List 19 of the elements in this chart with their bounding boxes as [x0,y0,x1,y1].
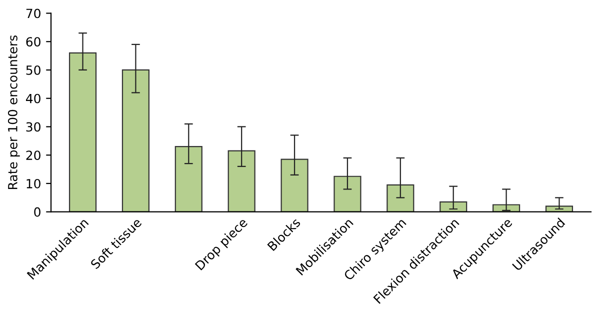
bar [386,184,414,212]
bar [440,201,468,212]
bar [280,158,308,212]
y-tick-label: 70 [26,8,40,18]
bar [545,206,574,212]
bar [174,146,202,212]
y-axis-title: Rate per 100 encounters [8,35,20,190]
bar [492,204,520,212]
y-tick-label: 20 [26,150,40,160]
y-tick-label: 50 [26,65,40,75]
bar [334,176,362,212]
bar [228,150,256,212]
y-tick-label: 0 [34,207,40,217]
y-tick-label: 30 [26,122,40,132]
y-tick-label: 40 [26,94,40,104]
bar [68,52,97,212]
bar [122,69,150,212]
y-tick-label: 60 [26,37,40,47]
y-tick-label: 10 [26,178,40,188]
